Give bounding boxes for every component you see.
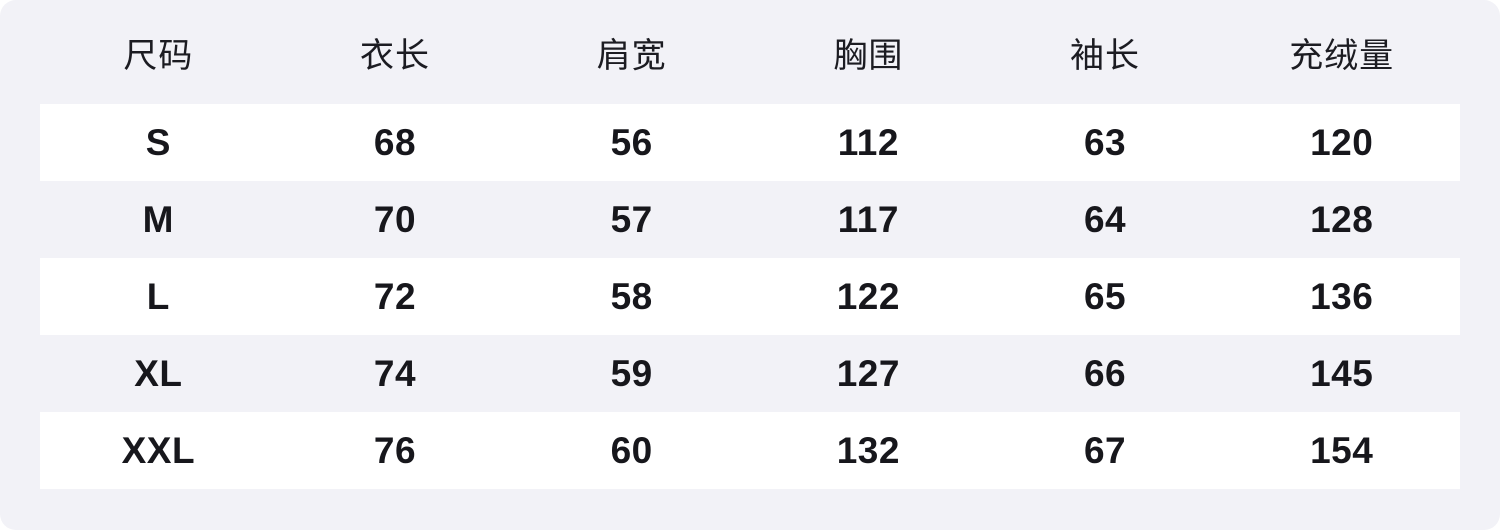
header-cell-chest: 胸围	[833, 36, 904, 75]
header-cell-sleeve: 袖长	[1070, 36, 1141, 75]
table-row: L 72 58 122 65 136	[40, 258, 1460, 335]
value-cell: 63	[1083, 121, 1127, 163]
value-cell: 112	[837, 121, 899, 163]
table-header-row: 尺码 衣长 肩宽 胸围 袖长 充绒量	[40, 0, 1460, 104]
value-cell: 72	[373, 275, 417, 317]
table-row: S 68 56 112 63 120	[40, 104, 1460, 181]
value-cell: 70	[373, 198, 417, 240]
value-cell: 145	[1310, 352, 1374, 394]
size-cell: XL	[134, 352, 183, 394]
header-cell-down-fill: 充绒量	[1289, 36, 1395, 75]
value-cell: 58	[610, 275, 653, 317]
value-cell: 74	[373, 352, 417, 394]
value-cell: 154	[1310, 429, 1374, 471]
header-cell-shoulder: 肩宽	[596, 36, 667, 75]
value-cell: 120	[1310, 121, 1374, 163]
value-cell: 127	[836, 352, 900, 394]
value-cell: 64	[1083, 198, 1127, 240]
header-cell-size: 尺码	[123, 36, 194, 75]
value-cell: 65	[1083, 275, 1127, 317]
value-cell: 66	[1083, 352, 1127, 394]
header-cell-length: 衣长	[360, 36, 430, 75]
size-cell: M	[142, 198, 174, 240]
value-cell: 136	[1310, 275, 1374, 317]
table-row: XXL 76 60 132 67 154	[40, 412, 1460, 489]
value-cell: 56	[610, 121, 653, 163]
value-cell: 128	[1310, 198, 1374, 240]
value-cell: 132	[836, 429, 900, 471]
size-cell: XXL	[121, 429, 196, 471]
value-cell: 60	[610, 429, 653, 471]
value-cell: 57	[610, 198, 653, 240]
value-cell: 67	[1083, 429, 1127, 471]
value-cell: 76	[373, 429, 417, 471]
table-row: M 70 57 117 64 128	[40, 181, 1460, 258]
size-chart-table: 尺码 衣长 肩宽 胸围 袖长 充绒量 S 68 56 112 63 120 M …	[40, 0, 1460, 489]
value-cell: 122	[836, 275, 900, 317]
value-cell: 59	[610, 352, 653, 394]
table-row: XL 74 59 127 66 145	[40, 335, 1460, 412]
value-cell: 68	[373, 121, 417, 163]
size-cell: L	[146, 275, 170, 317]
value-cell: 117	[837, 198, 899, 240]
size-cell: S	[145, 121, 171, 163]
